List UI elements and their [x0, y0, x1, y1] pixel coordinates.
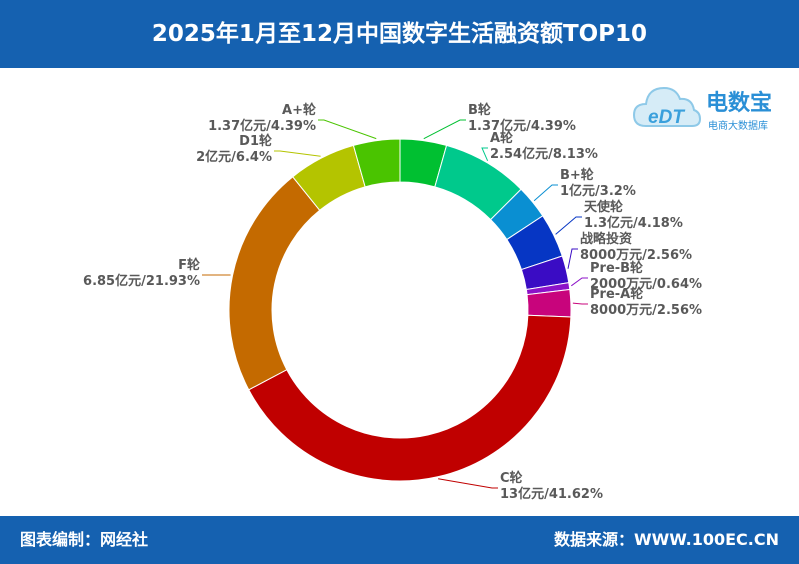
label-name-a轮: A轮: [490, 130, 513, 146]
leader-b-plus轮: [533, 184, 558, 202]
label-name-战略投资: 战略投资: [580, 231, 632, 247]
footer-bar: 图表编制：网经社 数据来源：WWW.100EC.CN: [0, 516, 799, 564]
source-left: 图表编制：网经社: [20, 530, 149, 549]
label-value-pre-a轮: 8000万元/2.56%: [590, 303, 702, 318]
label-name-f轮: F轮: [178, 257, 200, 273]
cloud-icon: [632, 86, 702, 127]
leader-b轮: [423, 119, 466, 140]
logo-tagline: 电商大数据库: [708, 119, 768, 132]
label-value-a-plus轮: 1.37亿元/4.39%: [208, 118, 316, 134]
label-value-f轮: 6.85亿元/21.93%: [83, 273, 200, 289]
label-name-b-plus轮: B+轮: [560, 167, 594, 183]
slice-pre-a轮: [526, 288, 572, 318]
slice-a-plus轮: [352, 138, 401, 188]
logo: eDT 电数宝 电商大数据库: [632, 86, 772, 132]
logo-name: 电数宝: [706, 90, 772, 116]
leader-战略投资: [567, 248, 578, 269]
source-right: 数据来源：WWW.100EC.CN: [553, 530, 779, 549]
label-name-c轮: C轮: [500, 470, 523, 486]
label-value-pre-b轮: 2000万元/0.64%: [590, 277, 702, 292]
label-name-pre-a轮: Pre-A轮: [590, 286, 643, 302]
label-value-天使轮: 1.3亿元/4.18%: [584, 215, 683, 231]
label-name-pre-b轮: Pre-B轮: [590, 260, 643, 276]
leader-a-plus轮: [318, 119, 377, 140]
leader-天使轮: [555, 216, 582, 235]
label-name-天使轮: 天使轮: [584, 199, 623, 215]
leader-pre-b轮: [571, 277, 588, 287]
leader-c轮: [438, 478, 498, 489]
label-value-a轮: 2.54亿元/8.13%: [490, 146, 598, 162]
title-bar: 2025年1月至12月中国数字生活融资额TOP10: [0, 0, 799, 68]
label-value-c轮: 13亿元/41.62%: [500, 486, 603, 502]
label-leaders: [202, 119, 588, 489]
label-name-a-plus轮: A+轮: [282, 102, 316, 118]
slice-c轮: [248, 314, 572, 482]
leader-d1轮: [274, 150, 321, 157]
label-value-d1轮: 2亿元/6.4%: [196, 149, 272, 165]
label-name-b轮: B轮: [468, 102, 491, 118]
donut-slices: [228, 138, 572, 482]
label-value-战略投资: 8000万元/2.56%: [580, 248, 692, 263]
label-value-b轮: 1.37亿元/4.39%: [468, 118, 576, 134]
chart-title: 2025年1月至12月中国数字生活融资额TOP10: [151, 21, 648, 47]
slice-labels: B轮1.37亿元/4.39%A轮2.54亿元/8.13%B+轮1亿元/3.2%天…: [83, 102, 702, 502]
leader-pre-a轮: [572, 302, 588, 305]
donut-chart: B轮1.37亿元/4.39%A轮2.54亿元/8.13%B+轮1亿元/3.2%天…: [83, 102, 702, 502]
leader-a轮: [481, 147, 489, 162]
label-name-d1轮: D1轮: [239, 133, 272, 149]
slice-f轮: [228, 176, 321, 391]
label-value-b-plus轮: 1亿元/3.2%: [560, 183, 636, 199]
logo-mark: eDT: [648, 107, 685, 128]
